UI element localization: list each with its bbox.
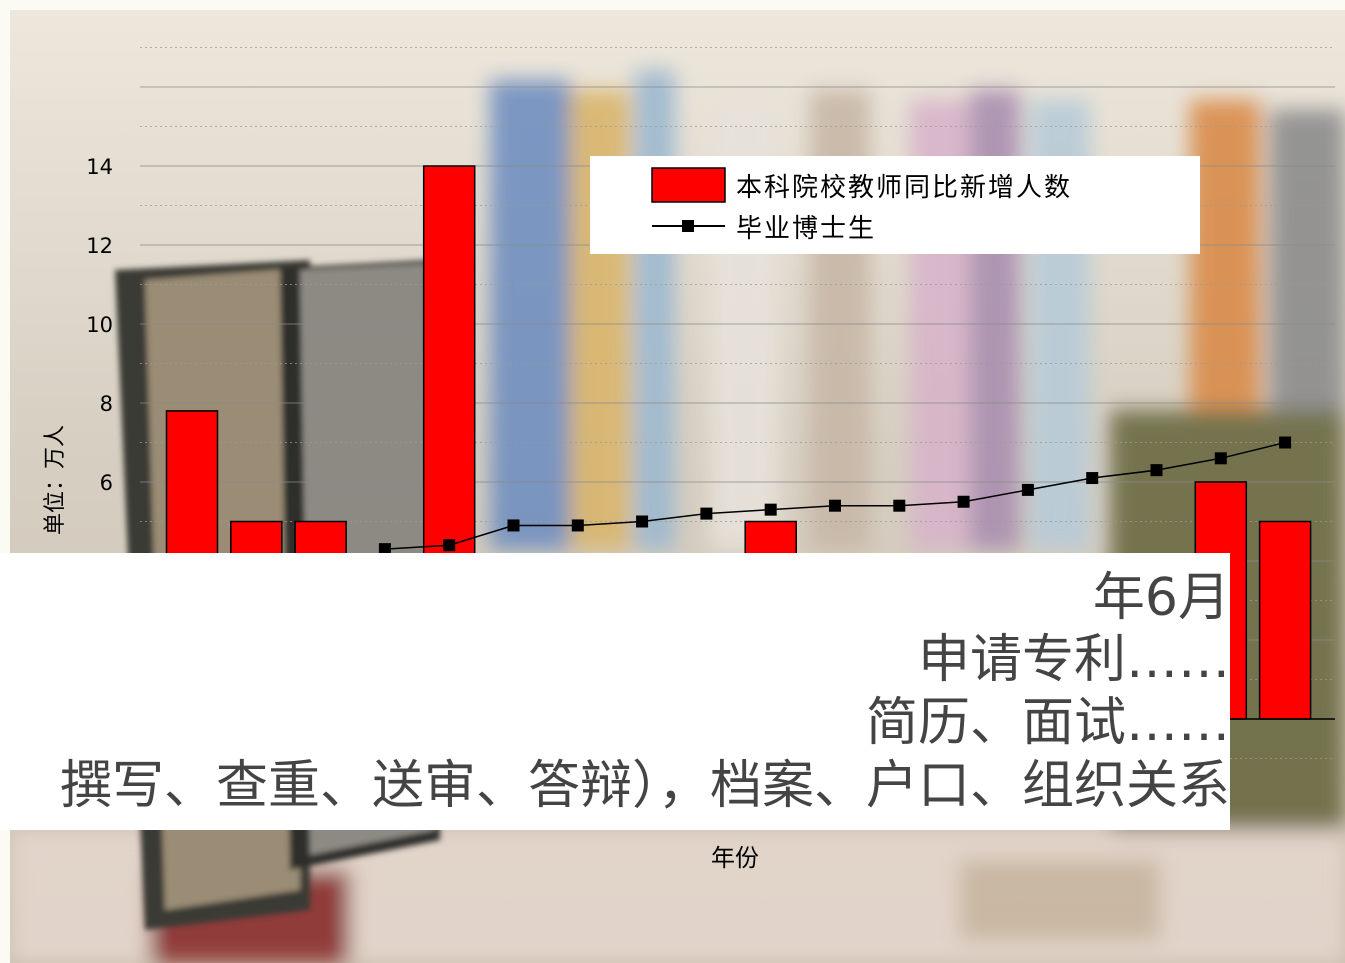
line-point (829, 499, 841, 512)
line-point (1214, 452, 1227, 465)
line-point (1021, 483, 1034, 496)
x-axis-label: 年份 (711, 844, 759, 872)
line-point (571, 519, 584, 532)
legend: 本科院校教师同比新增人数 毕业博士生 (590, 156, 1200, 254)
line-point (1086, 472, 1099, 485)
y-tick-label: 14 (86, 155, 113, 179)
line-point (764, 503, 777, 516)
series-line (384, 441, 1286, 550)
line-point (443, 539, 456, 552)
line-point (893, 499, 906, 512)
line-point (507, 519, 520, 532)
y-tick-label: 6 (100, 471, 113, 495)
overlay-line-3: 简历、面试…… (865, 693, 1230, 753)
legend-swatch-bar (651, 167, 726, 203)
y-tick-label: 12 (86, 234, 113, 258)
line-point (1150, 464, 1163, 477)
y-tick-label: 10 (86, 313, 113, 337)
legend-swatch-marker (682, 220, 694, 232)
overlay-line-4: 撰写、查重、送审、答辩），档案、户口、组织关系 (59, 756, 1230, 816)
line-point (700, 507, 713, 520)
line-point (636, 515, 649, 528)
bar (1258, 520, 1312, 720)
text-overlay-panel: 年6月 申请专利…… 简历、面试…… 撰写、查重、送审、答辩），档案、户口、组织… (0, 553, 1230, 830)
line-point (957, 495, 970, 508)
line-point (1279, 436, 1292, 449)
line-series (378, 436, 1292, 556)
overlay-line-1: 年6月 (1092, 568, 1230, 628)
y-tick-label: 8 (100, 392, 113, 416)
line-point (378, 543, 391, 556)
y-axis-label: 单位：万人 (43, 425, 68, 535)
legend-label-bar: 本科院校教师同比新增人数 (736, 173, 1072, 203)
overlay-line-2: 申请专利…… (917, 630, 1230, 690)
legend-label-line: 毕业博士生 (736, 214, 876, 244)
